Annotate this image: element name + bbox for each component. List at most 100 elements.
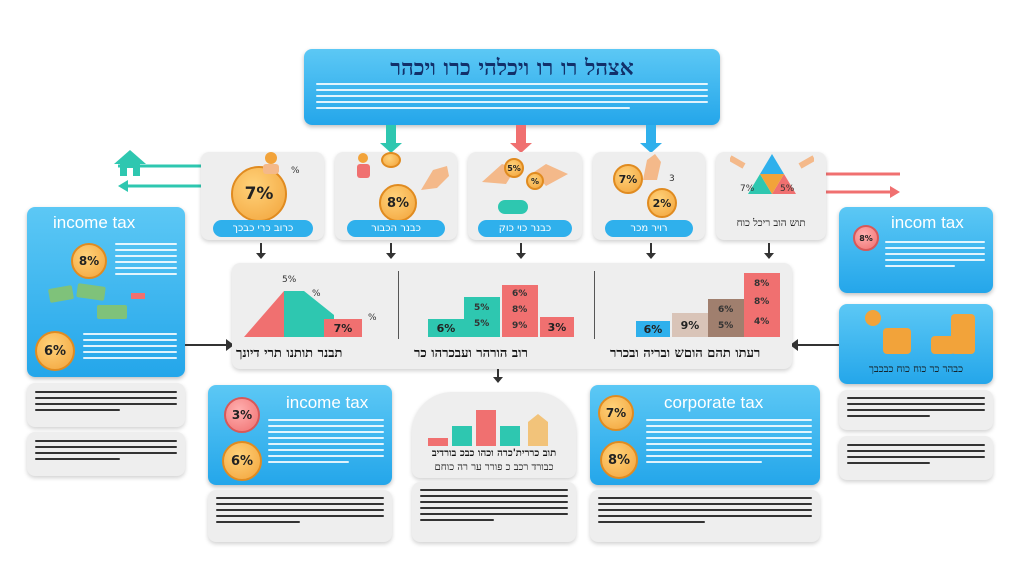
bar-label: 5% <box>474 303 490 313</box>
percent-coin: 7% <box>231 166 287 222</box>
step-card-4: 7% 2% 3 רויר מכר <box>593 152 705 240</box>
card-label-line-2: כבורד רכב כ פורר ער רה כוחם <box>434 462 554 473</box>
bar-label: 4% <box>754 317 770 327</box>
hand-coin-icon <box>257 152 287 180</box>
step-label: כבנר כוי כוק <box>478 220 572 237</box>
arrow-down-icon <box>516 253 526 259</box>
chart-label: תבנר תותנו תרי דיונך <box>236 346 343 361</box>
bar: 6% <box>636 321 670 337</box>
percent-coin: 5% <box>504 158 524 178</box>
title-box: אצהל רו רו ויכלהי כרו ויכהר <box>304 49 720 125</box>
percent-coin-b: % <box>526 172 544 190</box>
bottom-left-note <box>208 490 392 542</box>
coin-stacks-icon <box>849 308 979 362</box>
connector <box>390 243 392 255</box>
bar-value: 7% <box>324 319 362 337</box>
arrow-down-icon <box>380 143 402 153</box>
left-note-1 <box>27 383 185 427</box>
percent-small: % <box>291 166 300 176</box>
percent-label: % <box>368 313 377 323</box>
connector <box>520 243 522 255</box>
bar-label: 5% <box>718 321 734 331</box>
percent-label: % <box>312 289 321 299</box>
bar-label: 8% <box>512 305 528 315</box>
arrow-right-icon <box>226 339 234 351</box>
bar <box>744 273 780 337</box>
arrow-left-icon <box>790 339 798 351</box>
arrow-down-icon <box>493 377 503 383</box>
bar-label: 9% <box>512 321 528 331</box>
arrow-down-icon <box>764 253 774 259</box>
person-icon <box>351 152 381 186</box>
chart-label: רוב הורהר ועבכרהו כר <box>414 346 528 361</box>
area-shape <box>244 281 334 341</box>
arrow-down-icon <box>256 253 266 259</box>
step-card-1: 7% % כרוב כרי כבכך <box>201 152 324 240</box>
bar-label: 6% <box>512 289 528 299</box>
coins-panel: כבהר כר כוח כוח כבכבך <box>839 304 993 384</box>
step-label: כבנר הכבור <box>347 220 445 237</box>
connector <box>260 243 262 255</box>
teal-connector <box>386 125 396 145</box>
corporate-tax-panel: corporate tax 7% 8% <box>590 385 820 485</box>
right-note-1 <box>839 390 993 430</box>
blue-connector <box>646 125 656 145</box>
coral-connector <box>516 125 526 145</box>
bar-label: 8% <box>754 297 770 307</box>
connector <box>497 369 499 379</box>
title-description <box>316 83 708 109</box>
step-label: תוש הוב ריכל כוח <box>736 218 806 229</box>
bar-label: 5% <box>474 319 490 329</box>
coin-stack-icon <box>498 200 528 214</box>
charts-panel: 5% % % 7% תבנר תותנו תרי דיונך 6% 5% 5% … <box>232 263 792 369</box>
percent-coin: 8% <box>853 225 879 251</box>
panel-caption: כבהר כר כוח כוח כבכבך <box>869 364 963 375</box>
cash-icon <box>47 283 147 331</box>
triangle-diagram-icon <box>728 152 816 206</box>
hand-icon <box>637 152 667 186</box>
divider <box>398 271 399 339</box>
arrow-down-icon <box>510 143 532 153</box>
hands-exchange-icon <box>480 154 570 198</box>
arrow-down-icon <box>640 143 662 153</box>
bottom-center-card: תוב כררית'כרה וכהו כבכ בורדיב כבורד רכב … <box>412 392 576 478</box>
bottom-center-note <box>412 482 576 542</box>
step-card-5: 7% 5% תוש הוב ריכל כוח <box>716 152 826 240</box>
percent-coin: 6% <box>222 441 262 481</box>
bar: 3% <box>540 317 574 337</box>
step-label: כרוב כרי כבכך <box>213 220 313 237</box>
bar <box>708 299 744 337</box>
arrow-down-icon <box>646 253 656 259</box>
percent-label: 7% <box>740 184 755 194</box>
percent-coin-b: 2% <box>647 188 677 218</box>
bar: 9% <box>672 313 708 337</box>
step-card-2: 8% כבנר הכבור <box>335 152 457 240</box>
bottom-right-note <box>590 490 820 542</box>
divider <box>594 271 595 339</box>
percent-label: 5% <box>282 275 297 285</box>
bar-label: 8% <box>754 279 770 289</box>
panel-title: income tax <box>53 213 136 232</box>
step-card-3: 5% % כבנר כוי כוק <box>468 152 582 240</box>
percent-coin: 3% <box>224 397 260 433</box>
bar-label: 6% <box>718 305 734 315</box>
connector <box>797 344 839 346</box>
right-note-2 <box>839 436 993 480</box>
connector <box>185 344 229 346</box>
panel-title: incom tax <box>891 213 964 232</box>
bottom-income-tax-panel: income tax 3% 6% <box>208 385 392 485</box>
percent-coin: 8% <box>600 441 638 479</box>
coin-stack-icon <box>381 152 401 168</box>
connector <box>768 243 770 255</box>
bar <box>464 297 500 337</box>
panel-description <box>83 333 177 359</box>
panel-title: income tax <box>286 393 369 412</box>
mini-bar-chart <box>426 404 562 452</box>
bar <box>502 285 538 337</box>
bar: 6% <box>428 319 464 337</box>
panel-description <box>115 243 177 275</box>
chart-label: רעתו תהם הוםש ובריה ובכרר <box>610 346 761 361</box>
percent-coin: 8% <box>71 243 107 279</box>
percent-coin: 7% <box>613 164 643 194</box>
percent-label: 5% <box>780 184 795 194</box>
